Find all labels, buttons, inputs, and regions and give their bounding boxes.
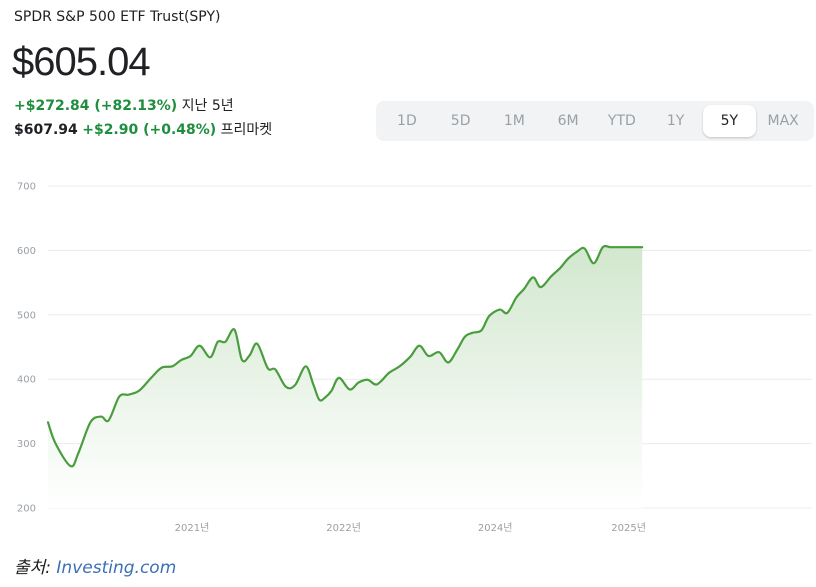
period-change: +$272.84 (+82.13%) [14,98,178,114]
source-link[interactable]: Investing.com [56,558,177,578]
y-tick-label: 200 [17,504,36,515]
x-tick-label: 2021년 [175,522,210,534]
y-tick-label: 500 [17,310,36,321]
range-tab-6m[interactable]: 6M [557,113,579,129]
premarket-label: 프리마켓 [220,122,273,138]
y-axis: 700 600 500 400 300 200 [17,182,36,515]
time-range-selector: 1D 5D 1M 6M YTD 1Y 5Y MAX [376,101,814,141]
premarket-change: +$2.90 (+0.48%) [82,122,217,138]
price-line [46,244,644,468]
price-chart[interactable]: 700 600 500 400 300 200 2021년 2022년 2024년 2025년 [0,170,816,545]
premarket-price: $607.94 [14,122,78,138]
current-price: $605.04 [12,40,151,84]
range-tab-5y[interactable]: 5Y [702,105,757,137]
x-tick-label: 2025년 [611,522,646,534]
price-area-fill [48,246,643,508]
asset-title: SPDR S&P 500 ETF Trust(SPY) [14,9,221,25]
period-change-row: +$272.84 (+82.13%) 지난 5년 [14,95,234,115]
x-axis: 2021년 2022년 2024년 2025년 [175,522,646,534]
range-tab-1m[interactable]: 1M [503,113,525,129]
range-tab-1d[interactable]: 1D [397,113,417,129]
y-tick-label: 600 [17,246,36,257]
source-credit: 출처: Investing.com [14,553,176,578]
x-tick-label: 2024년 [478,522,513,534]
premarket-row: $607.94 +$2.90 (+0.48%) 프리마켓 [14,119,272,139]
y-tick-label: 400 [17,375,36,386]
range-tab-ytd[interactable]: YTD [607,113,636,129]
range-tab-1y[interactable]: 1Y [666,113,685,129]
period-label: 지난 5년 [181,98,234,114]
y-tick-label: 700 [17,182,36,193]
range-tab-5d[interactable]: 5D [450,113,471,129]
x-tick-label: 2022년 [326,522,361,534]
range-tab-max[interactable]: MAX [767,113,799,129]
y-tick-label: 300 [17,439,36,450]
source-label: 출처: [14,558,52,578]
